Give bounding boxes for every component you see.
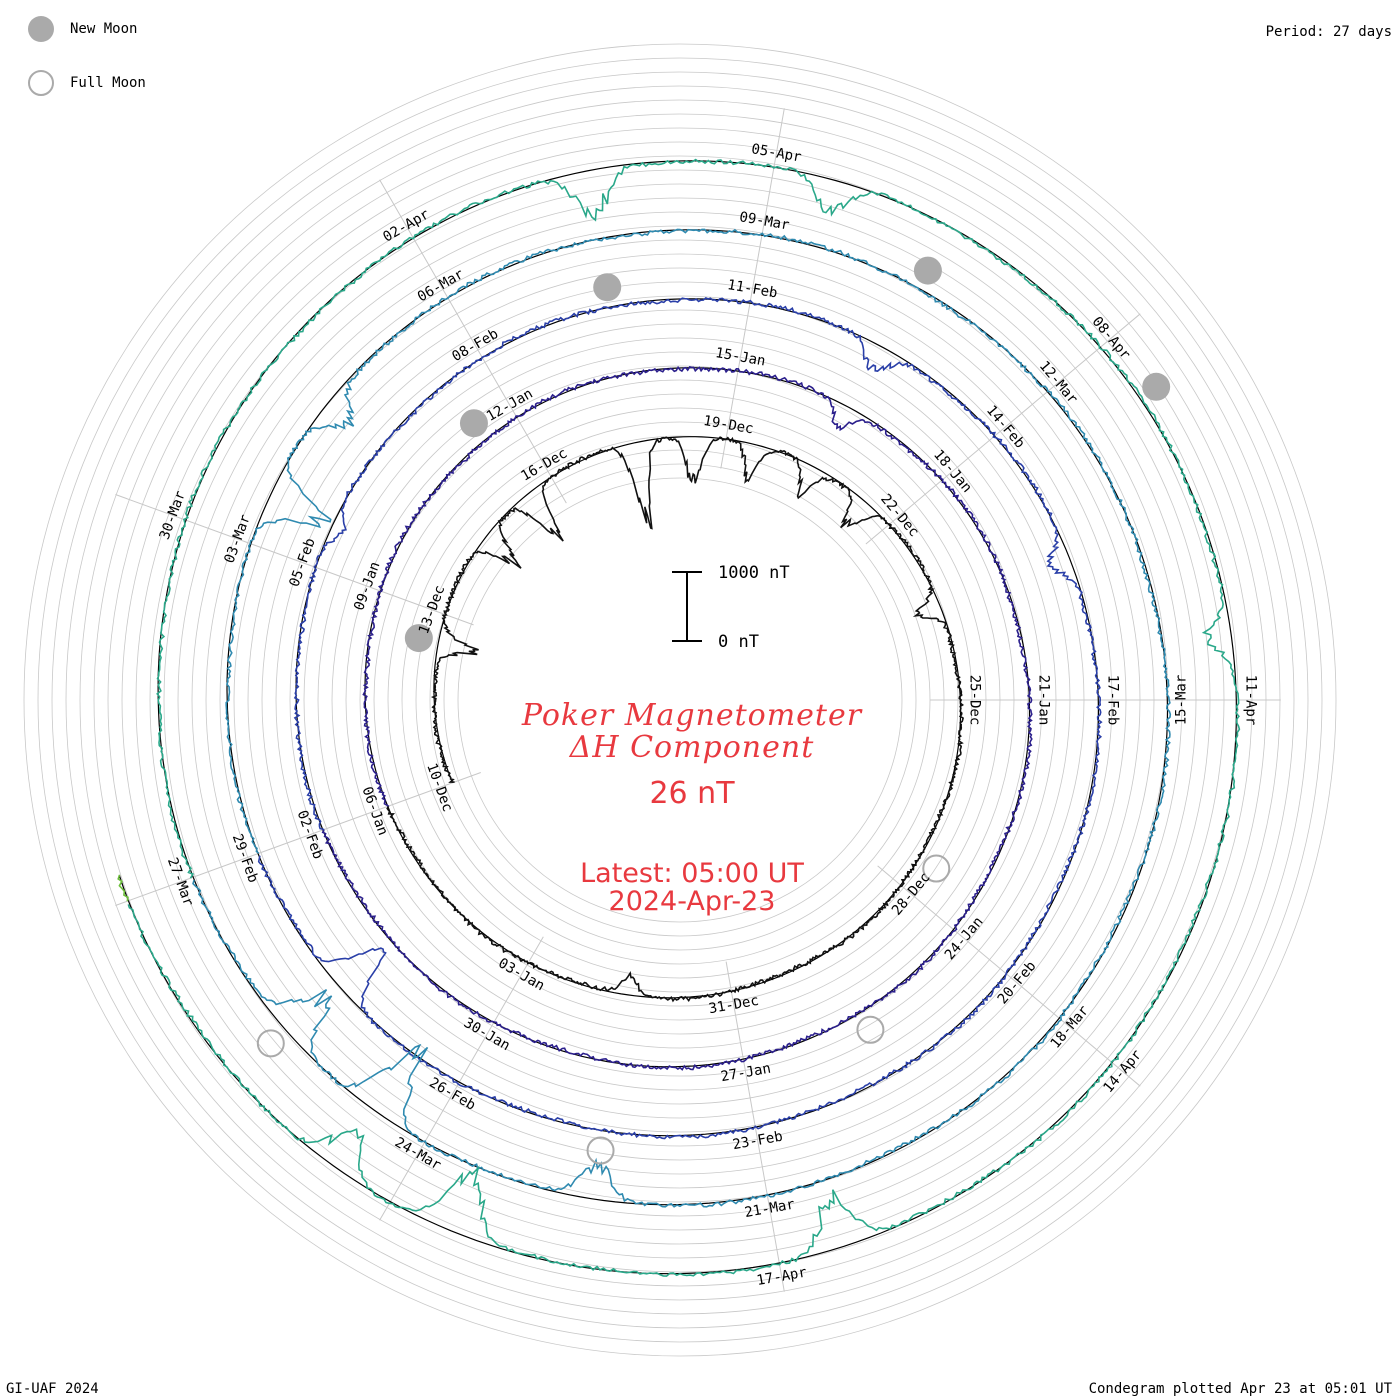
full-moon-icon [28,70,54,96]
grid-ring [65,85,1295,1315]
new-moon-marker [1142,372,1171,401]
date-label: 31-Dec [708,993,761,1018]
date-label: 30-Mar [157,489,189,542]
date-label: 12-Jan [484,386,536,425]
scale-bottom-label: 0 nT [718,632,759,652]
trace-cycle-3 [257,296,1103,1140]
period-label: Period: 27 days [1265,24,1392,40]
date-label: 21-Jan [1035,675,1051,726]
day-spoke [865,313,1141,545]
footer-credit: GI-UAF 2024 [6,1381,99,1397]
full-moon-marker [922,854,951,883]
date-label: 17-Apr [755,1265,808,1290]
new-moon-marker [593,273,622,302]
date-label: 11-Apr [1242,675,1258,726]
grid-ring [23,43,1337,1357]
new-moon-marker [913,256,942,285]
full-moon-marker [586,1136,615,1165]
day-spoke [379,179,567,504]
trace-cycle-6 [117,874,129,902]
date-label: 08-Feb [449,326,501,365]
full-moon-marker [856,1015,885,1044]
new-moon-marker [404,624,433,653]
date-label: 13-Dec [416,583,448,636]
grid-ring [443,463,917,937]
date-label: 19-Dec [702,413,755,438]
footer-plotted: Condegram plotted Apr 23 at 05:01 UT [1088,1381,1392,1397]
date-label: 27-Jan [720,1061,773,1086]
day-spoke [379,936,544,1221]
date-label: 26-Feb [426,1075,478,1114]
trace-cycle-5 [127,158,1241,1277]
latest-time: Latest: 05:00 UT [580,858,804,889]
date-label: 14-Feb [983,402,1028,451]
day-spoke [115,772,481,906]
date-label: 09-Mar [738,209,791,234]
latest-date: 2024-Apr-23 [608,886,776,917]
trace-cycle-2 [321,365,1033,1071]
new-moon-icon [28,16,54,42]
grid-ring [457,477,903,923]
legend-new-moon-label: New Moon [70,21,138,37]
legend-full-moon: Full Moon [28,70,146,96]
date-label: 15-Jan [714,345,767,370]
date-label: 25-Dec [966,675,982,726]
date-label: 21-Mar [743,1197,796,1222]
day-spoke [115,494,474,626]
legend-full-moon-label: Full Moon [70,75,146,91]
legend-new-moon: New Moon [28,16,137,42]
moon-markers [256,256,1171,1165]
date-label: 11-Feb [726,277,779,302]
date-label: 17-Feb [1104,675,1120,726]
chart-subtitle: ΔH Component [569,730,815,765]
latest-timestamp: Latest: 05:00 UT 2024-Apr-23 [0,860,1384,916]
date-label: 15-Mar [1173,675,1189,726]
current-value: 26 nT [649,776,735,811]
grid-ring [51,71,1309,1329]
grid-ring [429,449,931,951]
day-spoke [877,865,1141,1087]
scale-top-label: 1000 nT [718,563,790,583]
trace-cycle-1 [386,436,965,1003]
full-moon-marker [256,1029,285,1058]
new-moon-marker [459,409,488,438]
grid-ring [37,57,1323,1343]
chart-title: Poker Magnetometer [521,698,863,733]
date-label: 02-Feb [294,808,326,861]
date-label: 16-Dec [518,445,570,484]
